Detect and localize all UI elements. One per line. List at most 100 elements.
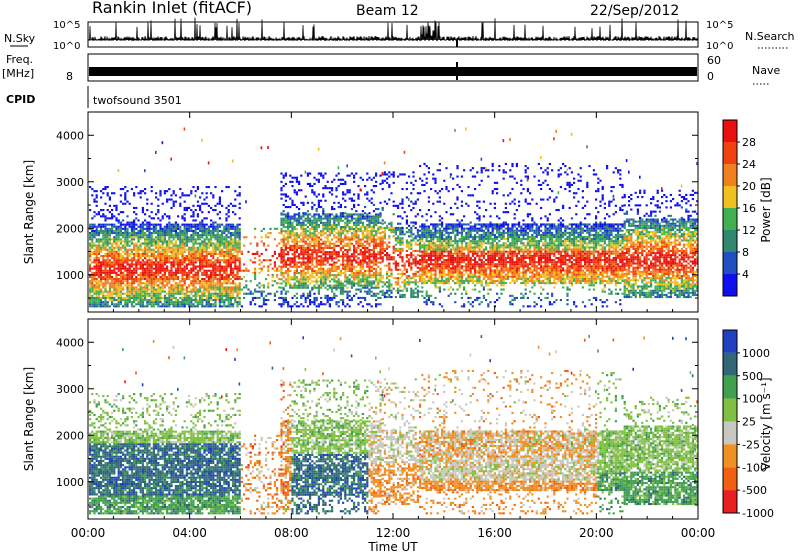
heatmap-cell	[316, 210, 318, 212]
heatmap-cell	[353, 266, 355, 268]
heatmap-cell	[406, 188, 408, 190]
heatmap-cell	[258, 259, 260, 261]
heatmap-cell	[313, 251, 315, 253]
heatmap-cell	[195, 234, 197, 236]
heatmap-cell	[228, 215, 230, 217]
heatmap-cell	[113, 226, 115, 228]
heatmap-cell	[355, 272, 357, 274]
heatmap-cell	[199, 297, 201, 299]
heatmap-cell	[214, 284, 216, 286]
heatmap-cell	[164, 284, 166, 286]
heatmap-cell	[412, 277, 414, 279]
heatmap-cell	[153, 238, 155, 240]
heatmap-cell	[153, 232, 155, 234]
heatmap-cell	[118, 270, 120, 272]
heatmap-cell	[379, 278, 381, 280]
heatmap-cell	[91, 234, 93, 236]
heatmap-cell	[135, 245, 137, 247]
heatmap-cell	[137, 259, 139, 261]
heatmap-cell	[129, 234, 131, 236]
heatmap-cell	[287, 232, 289, 234]
heatmap-cell	[214, 268, 216, 270]
heatmap-cell	[113, 266, 115, 268]
heatmap-cell	[184, 295, 186, 297]
heatmap-cell	[327, 234, 329, 236]
heatmap-cell	[366, 218, 368, 220]
heatmap-cell	[386, 286, 388, 288]
heatmap-cell	[217, 234, 219, 236]
heatmap-cell	[144, 240, 146, 242]
heatmap-cell	[104, 226, 106, 228]
heatmap-cell	[210, 259, 212, 261]
heatmap-cell	[344, 200, 346, 202]
heatmap-cell	[91, 236, 93, 238]
heatmap-cell	[124, 245, 126, 247]
heatmap-cell	[335, 196, 337, 198]
heatmap-cell	[181, 243, 183, 245]
heatmap-cell	[100, 299, 102, 301]
heatmap-cell	[102, 236, 104, 238]
heatmap-cell	[137, 295, 139, 297]
heatmap-cell	[311, 185, 313, 187]
heatmap-cell	[168, 301, 170, 303]
heatmap-cell	[120, 303, 122, 305]
heatmap-cell	[432, 269, 434, 271]
heatmap-cell	[155, 280, 157, 282]
heatmap-cell	[287, 276, 289, 278]
heatmap-cell	[188, 284, 190, 286]
heatmap-cell	[423, 297, 425, 299]
heatmap-cell	[135, 232, 137, 234]
heatmap-cell	[307, 266, 309, 268]
heatmap-cell	[203, 286, 205, 288]
heatmap-cell	[217, 203, 219, 205]
heatmap-cell	[212, 263, 214, 265]
heatmap-cell	[382, 180, 384, 182]
heatmap-cell	[181, 303, 183, 305]
heatmap-cell	[417, 250, 419, 252]
heatmap-cell	[135, 295, 137, 297]
heatmap-cell	[153, 245, 155, 247]
heatmap-cell	[419, 269, 421, 271]
heatmap-cell	[230, 266, 232, 268]
heatmap-cell	[395, 283, 397, 285]
heatmap-cell	[366, 264, 368, 266]
heatmap-cell	[421, 251, 423, 253]
heatmap-cell	[428, 228, 430, 230]
heatmap-cell	[320, 230, 322, 232]
heatmap-cell	[206, 245, 208, 247]
heatmap-cell	[151, 217, 153, 219]
heatmap-cell	[274, 228, 276, 230]
heatmap-cell	[137, 257, 139, 259]
heatmap-cell	[115, 305, 117, 307]
heatmap-cell	[212, 230, 214, 232]
heatmap-cell	[360, 218, 362, 220]
heatmap-cell	[179, 232, 181, 234]
heatmap-cell	[206, 280, 208, 282]
heatmap-cell	[195, 293, 197, 295]
heatmap-cell	[192, 266, 194, 268]
heatmap-cell	[175, 274, 177, 276]
heatmap-cell	[177, 232, 179, 234]
heatmap-cell	[243, 263, 245, 265]
heatmap-cell	[104, 188, 106, 190]
heatmap-cell	[177, 282, 179, 284]
heatmap-cell	[232, 293, 234, 295]
heatmap-cell	[109, 243, 111, 245]
heatmap-cell	[146, 247, 148, 249]
heatmap-cell	[351, 274, 353, 276]
heatmap-cell	[397, 269, 399, 271]
heatmap-cell	[388, 256, 390, 258]
heatmap-cell	[353, 255, 355, 257]
heatmap-cell	[307, 280, 309, 282]
heatmap-cell	[96, 301, 98, 303]
heatmap-cell	[351, 287, 353, 289]
heatmap-cell	[170, 272, 172, 274]
heatmap-cell	[294, 177, 296, 179]
heatmap-cell	[206, 228, 208, 230]
heatmap-cell	[342, 285, 344, 287]
heatmap-cell	[126, 245, 128, 247]
heatmap-cell	[98, 238, 100, 240]
heatmap-cell	[430, 188, 432, 190]
heatmap-cell	[186, 295, 188, 297]
heatmap-cell	[111, 251, 113, 253]
